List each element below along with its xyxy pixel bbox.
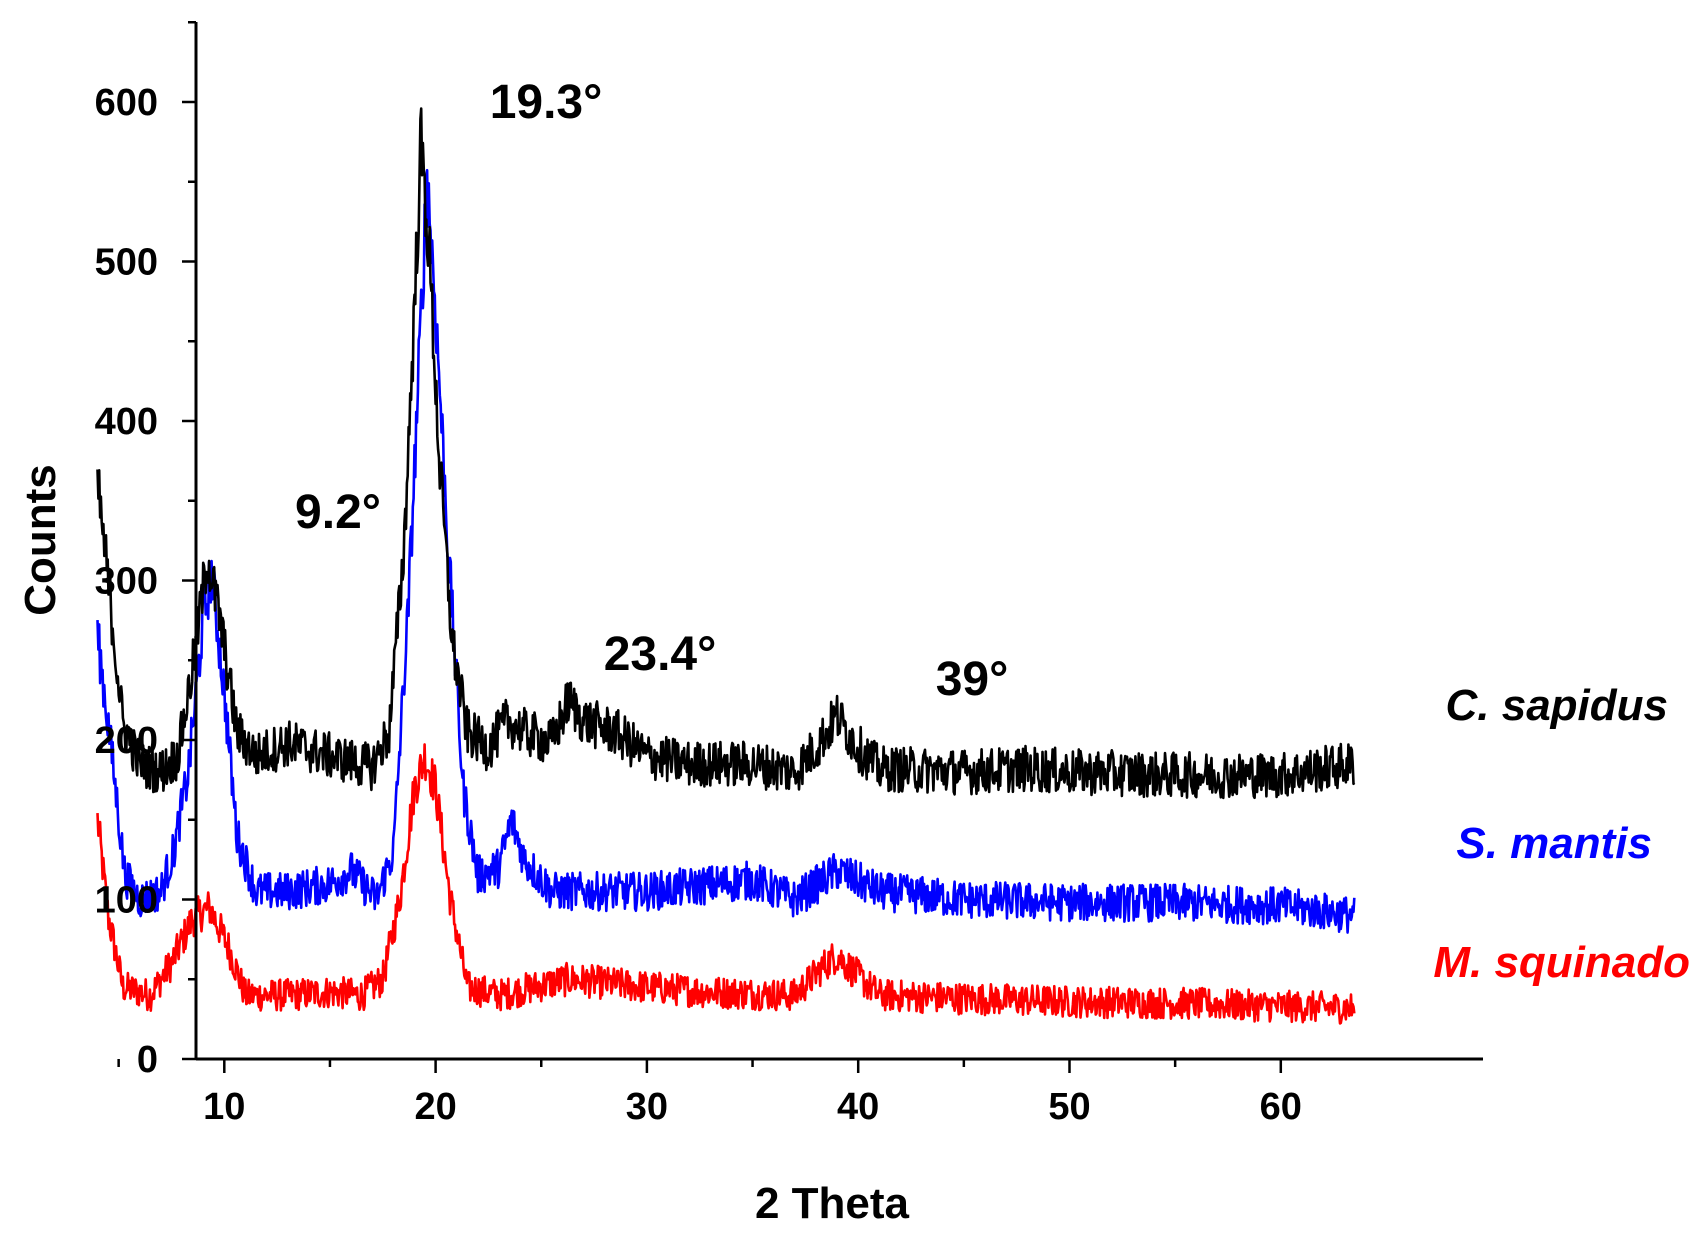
annotation-layer: 9.2° 19.3° 23.4° 39° — [295, 76, 1008, 706]
series-label-s-mantis: S. mantis — [1456, 819, 1652, 868]
peak-label-39: 39° — [936, 653, 1009, 706]
peak-label-9-2: 9.2° — [295, 486, 381, 539]
x-tick-label: 40 — [837, 1086, 879, 1128]
y-axis-title: Counts — [16, 464, 65, 616]
series-labels: C. sapidus S. mantis M. squinado — [1433, 681, 1690, 987]
axes-layer — [194, 22, 1483, 1061]
series-line-s-mantis — [96, 168, 1356, 934]
series-label-c-sapidus: C. sapidus — [1446, 681, 1669, 730]
series-line-c-sapidus — [96, 107, 1356, 800]
y-tick-label: 500 — [95, 242, 158, 284]
y-tick-label: 200 — [95, 720, 158, 762]
x-axis-title: 2 Theta — [755, 1179, 910, 1228]
ticks-layer: 0 100 200 300 400 500 600 10 20 30 40 50 60 — [95, 21, 1302, 1128]
x-tick-label: 10 — [203, 1086, 245, 1128]
x-tick-label: 30 — [626, 1086, 668, 1128]
y-tick-label: 300 — [95, 561, 158, 603]
series-label-m-squinado: M. squinado — [1433, 938, 1690, 987]
y-tick-label: 400 — [95, 401, 158, 443]
series-layer — [96, 107, 1356, 1025]
x-tick-label: 50 — [1048, 1086, 1090, 1128]
x-tick-label: 20 — [414, 1086, 456, 1128]
x-tick-label: 60 — [1260, 1086, 1302, 1128]
peak-label-19-3: 19.3° — [490, 76, 603, 129]
y-tick-label: 600 — [95, 82, 158, 124]
y-tick-label: 0 — [137, 1039, 158, 1081]
series-line-m-squinado — [96, 743, 1356, 1025]
peak-label-23-4: 23.4° — [604, 628, 717, 681]
y-tick-label: 100 — [95, 880, 158, 922]
